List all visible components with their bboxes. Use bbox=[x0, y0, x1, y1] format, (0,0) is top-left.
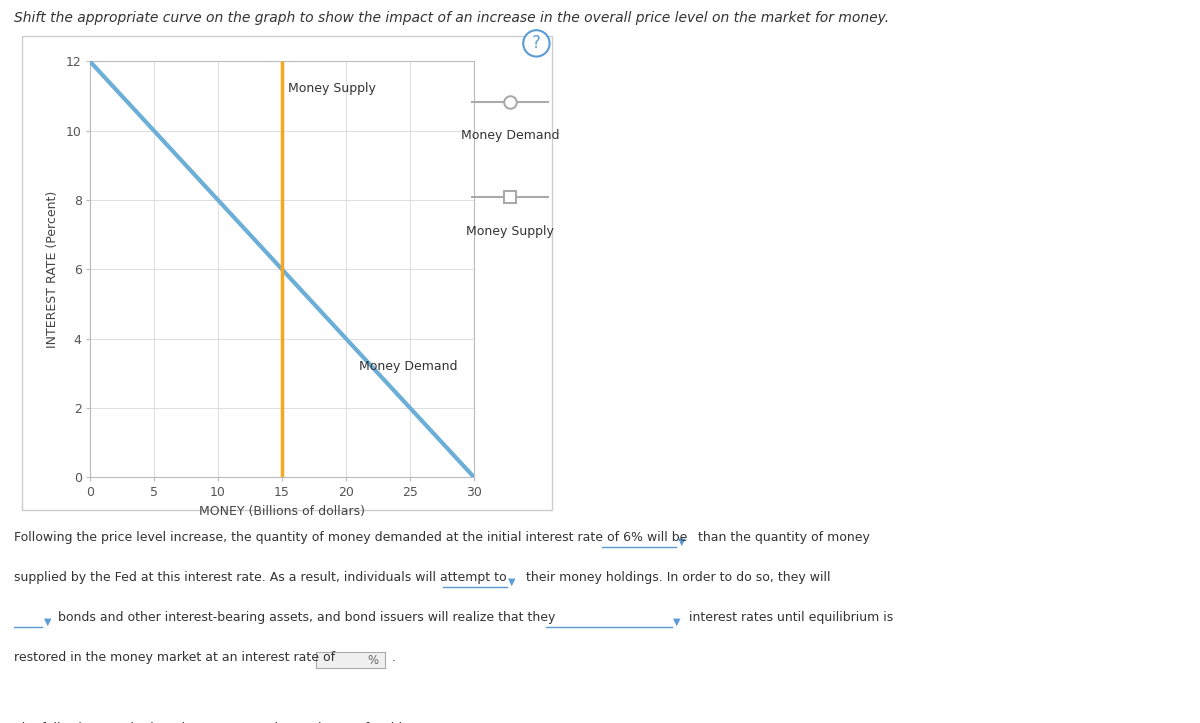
Text: restored in the money market at an interest rate of: restored in the money market at an inter… bbox=[14, 651, 336, 664]
Text: Money Demand: Money Demand bbox=[359, 360, 457, 373]
Text: than the quantity of money: than the quantity of money bbox=[698, 531, 870, 544]
Text: Money Demand: Money Demand bbox=[461, 129, 559, 142]
X-axis label: MONEY (Billions of dollars): MONEY (Billions of dollars) bbox=[199, 505, 365, 518]
Text: Shift the appropriate curve on the graph to show the impact of an increase in th: Shift the appropriate curve on the graph… bbox=[14, 11, 889, 25]
Text: %: % bbox=[367, 654, 378, 667]
Text: ?: ? bbox=[532, 35, 541, 52]
Text: Money Supply: Money Supply bbox=[288, 82, 377, 95]
Text: ▼: ▼ bbox=[43, 617, 52, 627]
Text: their money holdings. In order to do so, they will: their money holdings. In order to do so,… bbox=[526, 571, 830, 584]
Text: Money Supply: Money Supply bbox=[466, 225, 554, 238]
Text: supplied by the Fed at this interest rate. As a result, individuals will attempt: supplied by the Fed at this interest rat… bbox=[14, 571, 508, 584]
Text: The following graph plots the aggregate demand curve for this economy.: The following graph plots the aggregate … bbox=[14, 722, 473, 723]
Text: ▼: ▼ bbox=[673, 617, 680, 627]
Text: ▼: ▼ bbox=[678, 537, 685, 547]
Text: bonds and other interest-bearing assets, and bond issuers will realize that they: bonds and other interest-bearing assets,… bbox=[58, 611, 554, 624]
Text: Following the price level increase, the quantity of money demanded at the initia: Following the price level increase, the … bbox=[14, 531, 688, 544]
Text: .: . bbox=[388, 651, 396, 664]
Y-axis label: INTEREST RATE (Percent): INTEREST RATE (Percent) bbox=[46, 191, 59, 348]
Text: ▼: ▼ bbox=[508, 577, 515, 587]
Text: interest rates until equilibrium is: interest rates until equilibrium is bbox=[689, 611, 893, 624]
